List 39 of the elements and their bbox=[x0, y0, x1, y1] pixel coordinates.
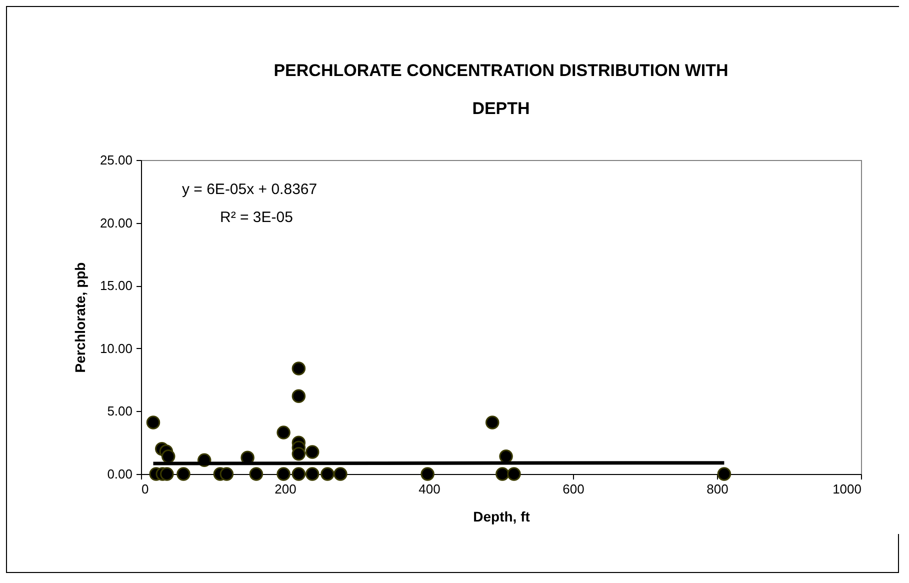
point bbox=[334, 467, 348, 481]
chart-title: PERCHLORATE CONCENTRATION DISTRIBUTION WITH DEPTH bbox=[274, 61, 728, 118]
point bbox=[485, 416, 500, 430]
y-tick-label: 10.00 bbox=[100, 340, 132, 356]
x-tick-label: 600 bbox=[562, 482, 584, 496]
x-axis-title: Depth, ft bbox=[473, 508, 530, 524]
point bbox=[276, 467, 290, 481]
point bbox=[292, 447, 306, 461]
x-tick-label: 800 bbox=[706, 482, 728, 496]
point bbox=[305, 445, 320, 459]
point bbox=[292, 362, 306, 376]
annotation: y = 6E-05x + 0.8367 bbox=[182, 181, 318, 198]
x-tick-label: 0 bbox=[142, 482, 149, 496]
point bbox=[320, 467, 334, 481]
point bbox=[507, 467, 521, 481]
point bbox=[499, 450, 513, 464]
y-axis-title: Perchlorate, ppb bbox=[72, 262, 88, 373]
point bbox=[305, 467, 320, 481]
point bbox=[249, 467, 264, 481]
x-tick-label: 1000 bbox=[832, 482, 862, 496]
point bbox=[496, 467, 510, 481]
y-tick-label: 20.00 bbox=[100, 215, 132, 230]
x-tick-label: 400 bbox=[418, 482, 440, 496]
x-tick-label: 200 bbox=[274, 482, 296, 496]
y-tick-label: 5.00 bbox=[107, 404, 132, 419]
point bbox=[420, 467, 434, 481]
annotation: R² = 3E-05 bbox=[220, 209, 293, 226]
point bbox=[176, 467, 190, 481]
point bbox=[220, 467, 234, 481]
point bbox=[292, 467, 306, 481]
y-tick-label: 15.00 bbox=[100, 278, 132, 294]
point bbox=[146, 416, 160, 430]
point bbox=[276, 426, 290, 440]
point bbox=[160, 467, 174, 481]
point bbox=[292, 389, 306, 403]
point bbox=[161, 450, 176, 464]
y-tick-label: 0.00 bbox=[107, 466, 132, 482]
y-tick-label: 25.00 bbox=[100, 152, 132, 168]
point bbox=[717, 467, 732, 481]
